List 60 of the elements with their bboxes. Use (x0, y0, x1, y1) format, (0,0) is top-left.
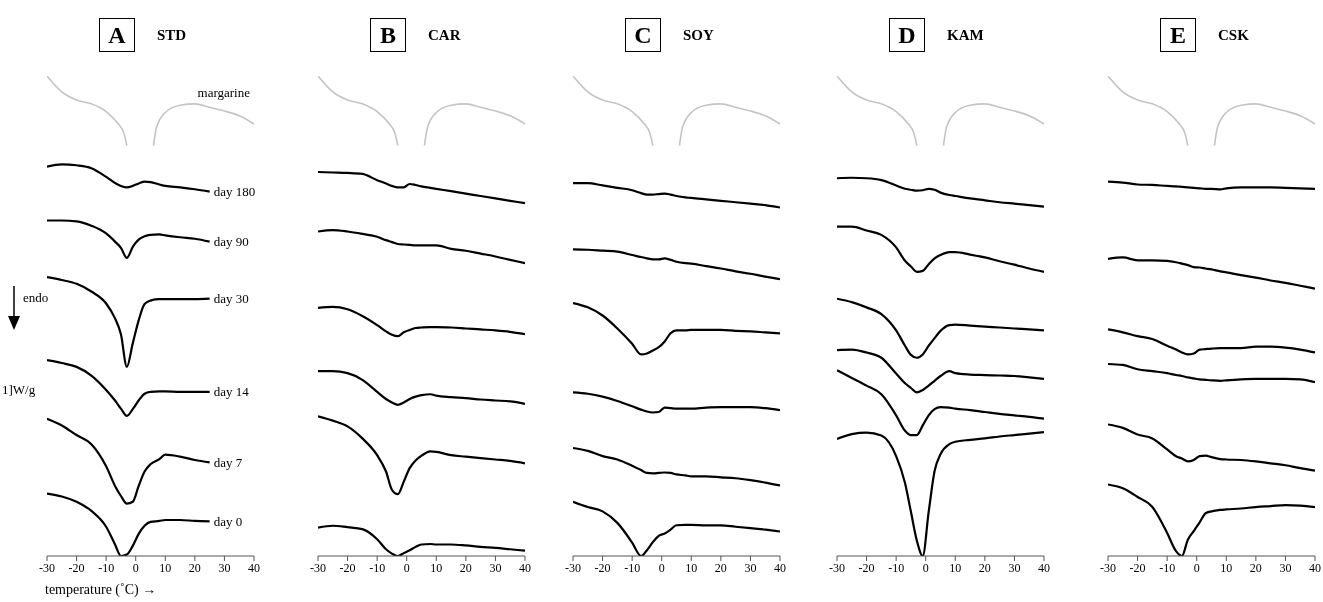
chart-title: SOY (683, 26, 714, 44)
text: 1]W/g (2, 382, 36, 398)
x-tick-label: -30 (829, 560, 845, 575)
x-tick-label: 0 (658, 560, 665, 575)
series-label: day 30 (213, 291, 249, 307)
x-tick-label: -10 (1159, 560, 1176, 575)
text: B (370, 18, 406, 52)
x-tick-label: -10 (369, 560, 386, 575)
text: A (99, 18, 135, 52)
x-tick-label: -20 (339, 560, 356, 575)
text: D (889, 18, 925, 52)
x-tick-label: -30 (565, 560, 581, 575)
x-tick-label: -20 (858, 560, 875, 575)
x-tick-label: 10 (430, 560, 443, 575)
series-label: margarine (197, 84, 251, 100)
x-tick-label: 20 (714, 560, 727, 575)
x-tick-label: 20 (459, 560, 472, 575)
x-axis-title: temperature (˚C) → (45, 582, 157, 598)
x-tick-label: -10 (888, 560, 905, 575)
series-label: day 14 (213, 384, 250, 400)
chart-title: CAR (428, 26, 461, 44)
series-label: day 7 (213, 454, 243, 470)
chart-title: STD (157, 26, 187, 44)
text: C (625, 18, 661, 52)
x-tick-label: 10 (159, 560, 172, 575)
x-tick-label: 30 (218, 560, 231, 575)
x-tick-label: 40 (519, 560, 531, 575)
x-tick-label: 0 (922, 560, 929, 575)
x-tick-label: 10 (949, 560, 962, 575)
x-tick-label: -30 (1100, 560, 1116, 575)
x-tick-label: -20 (68, 560, 85, 575)
series-label: day 0 (213, 513, 243, 529)
x-tick-label: 30 (1279, 560, 1292, 575)
x-tick-label: -30 (39, 560, 55, 575)
chart-title: KAM (947, 26, 984, 44)
x-tick-label: 20 (1249, 560, 1262, 575)
series-label: day 180 (213, 184, 256, 200)
x-tick-label: 40 (774, 560, 786, 575)
x-tick-label: 30 (489, 560, 502, 575)
x-tick-label: -10 (624, 560, 641, 575)
x-tick-label: 30 (744, 560, 757, 575)
x-tick-label: 10 (685, 560, 698, 575)
x-tick-label: 40 (1038, 560, 1050, 575)
x-tick-label: -10 (98, 560, 115, 575)
x-tick-label: 0 (403, 560, 410, 575)
y-axis-title: endo (23, 290, 49, 306)
x-tick-label: 0 (1193, 560, 1200, 575)
x-tick-label: 10 (1220, 560, 1233, 575)
x-tick-label: -30 (310, 560, 326, 575)
chart-title: CSK (1218, 26, 1249, 44)
x-tick-label: -20 (594, 560, 611, 575)
x-tick-label: 20 (978, 560, 991, 575)
x-tick-label: -20 (1129, 560, 1146, 575)
series-label: day 90 (213, 234, 249, 250)
x-tick-label: 20 (188, 560, 201, 575)
x-tick-label: 30 (1008, 560, 1021, 575)
text: E (1160, 18, 1196, 52)
x-tick-label: 40 (1309, 560, 1321, 575)
x-tick-label: 40 (248, 560, 260, 575)
x-tick-label: 0 (132, 560, 139, 575)
